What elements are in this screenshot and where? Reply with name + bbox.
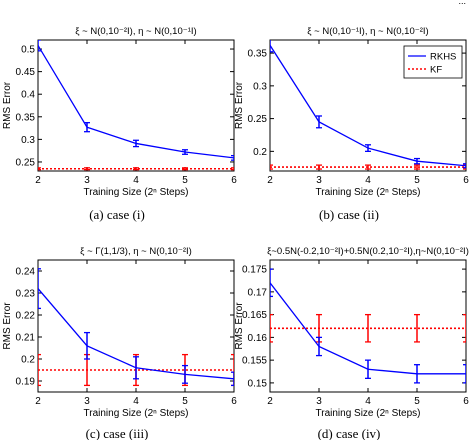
y-tick-label: 0.2 <box>21 355 35 366</box>
chart-3: ξ ~ Γ(1,1/3), η ~ N(0,10⁻²I) 0.19 0.2 0.21 0… <box>2 246 237 440</box>
x-tick-label: 4 <box>133 396 139 407</box>
x-tick-label: 3 <box>84 396 90 407</box>
y-tick-label: 0.35 <box>248 49 268 60</box>
y-tick-label: 0.19 <box>16 377 36 388</box>
y-tick-label: 0.35 <box>16 112 36 123</box>
y-tick-label: 0.165 <box>242 310 267 321</box>
subfigure-caption: (b) case (ii) <box>319 207 379 222</box>
x-tick-label: 2 <box>35 396 41 407</box>
chart-4: ξ~0.5N(-0.2,10⁻²I)+0.5N(0.2,10⁻²I),η~N(0… <box>234 246 469 440</box>
y-tick-label: 0.2 <box>253 147 267 158</box>
plot-frame <box>37 39 235 172</box>
x-tick-label: 4 <box>133 175 139 186</box>
y-tick-label: 0.25 <box>16 157 36 168</box>
y-tick-label: 0.175 <box>242 265 267 276</box>
plot-area <box>38 40 234 171</box>
x-tick-label: 3 <box>316 175 322 186</box>
subfigure-caption: (a) case (i) <box>89 207 145 222</box>
x-tick-label: 4 <box>365 396 371 407</box>
y-tick-label: 0.4 <box>21 90 35 101</box>
y-tick-label: 0.45 <box>16 67 36 78</box>
plot-area <box>38 268 234 387</box>
y-axis-label: RMS Error <box>234 302 245 350</box>
x-tick-label: 2 <box>267 396 273 407</box>
legend-box <box>403 45 463 79</box>
chart-title: ξ ~ N(0,10⁻¹I), η ~ N(0,10⁻²I) <box>307 26 428 37</box>
x-tick-label: 6 <box>231 175 237 186</box>
x-axis-label: Training Size (2ⁿ Steps) <box>84 408 189 419</box>
chart-title: ξ~0.5N(-0.2,10⁻²I)+0.5N(0.2,10⁻²I),η~N(0… <box>267 246 469 257</box>
y-tick-label: 0.21 <box>16 333 36 344</box>
plot-area <box>270 40 466 170</box>
subfigure-caption: (c) case (iii) <box>86 426 149 440</box>
x-tick-label: 6 <box>231 396 237 407</box>
x-tick-label: 3 <box>316 396 322 407</box>
x-tick-label: 2 <box>35 175 41 186</box>
plot-area <box>270 268 466 384</box>
y-tick-label: 0.23 <box>16 289 36 300</box>
y-tick-label: 0.25 <box>248 114 268 125</box>
y-axis-label: RMS Error <box>2 81 13 129</box>
y-tick-label: 0.22 <box>16 311 36 322</box>
header-fragment: ... <box>458 0 466 6</box>
x-axis-label: Training Size (2ⁿ Steps) <box>316 408 421 419</box>
subfigure-caption: (d) case (iv) <box>318 426 381 440</box>
legend-label-rkhs: RKHS <box>430 52 456 63</box>
y-tick-label: 0.15 <box>248 378 268 389</box>
y-tick-label: 0.155 <box>242 356 267 367</box>
x-tick-label: 5 <box>414 175 420 186</box>
chart-1: ξ ~ N(0,10⁻²I), η ~ N(0,10⁻¹I) 0.25 0.3 0.3… <box>2 26 237 222</box>
y-axis-label: RMS Error <box>234 81 245 129</box>
y-tick-label: 0.3 <box>21 135 35 146</box>
x-tick-label: 5 <box>182 175 188 186</box>
chart-title: ξ ~ N(0,10⁻²I), η ~ N(0,10⁻¹I) <box>75 26 196 37</box>
x-tick-label: 2 <box>267 175 273 186</box>
chart-2: ξ ~ N(0,10⁻¹I), η ~ N(0,10⁻²I) 0.2 0.25 0.3… <box>234 26 469 222</box>
x-axis-label: Training Size (2ⁿ Steps) <box>316 187 421 198</box>
chart-title: ξ ~ Γ(1,1/3), η ~ N(0,10⁻²I) <box>80 246 192 257</box>
y-axis-label: RMS Error <box>2 302 13 350</box>
legend-label-kf: KF <box>430 65 442 76</box>
x-tick-label: 4 <box>365 175 371 186</box>
y-tick-label: 0.24 <box>16 267 36 278</box>
x-tick-label: 3 <box>84 175 90 186</box>
x-axis-label: Training Size (2ⁿ Steps) <box>84 187 189 198</box>
y-tick-label: 0.5 <box>21 45 35 56</box>
y-tick-label: 0.3 <box>253 81 267 92</box>
x-tick-label: 5 <box>182 396 188 407</box>
x-tick-label: 5 <box>414 396 420 407</box>
y-tick-label: 0.17 <box>248 287 268 298</box>
x-tick-label: 6 <box>463 175 469 186</box>
x-tick-label: 6 <box>463 396 469 407</box>
y-tick-label: 0.16 <box>248 333 268 344</box>
